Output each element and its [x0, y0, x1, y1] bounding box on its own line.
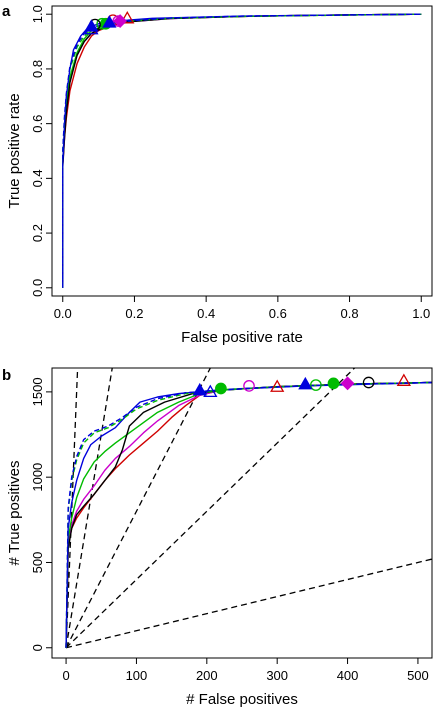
panel-b-x-tick-label: 0 [62, 668, 69, 683]
panel-a-marker-diamond-4 [113, 14, 128, 28]
panel-b-x-tick-label: 200 [196, 668, 218, 683]
panel-b-y-axis-title: # True positives [6, 460, 23, 565]
panel-a-x-tick-label: 0.2 [125, 306, 143, 321]
panel-a-x-tick-label: 0.0 [54, 306, 72, 321]
panel-a-marker-triangle-9 [102, 15, 117, 28]
panel-b-series-line-5 [65, 381, 432, 648]
panel-a-x-tick-label: 0.8 [341, 306, 359, 321]
reference-line-slope-100 [65, 368, 79, 648]
panel-a-x-tick-label: 1.0 [412, 306, 430, 321]
panel-a-plot-frame [51, 5, 433, 297]
panel-b-marker-triangle-7 [270, 379, 285, 392]
panel-b-marker-triangle-6 [298, 376, 313, 390]
panel-b-y-tick-label: 500 [30, 552, 45, 574]
panel-a: a 0.0 0.2 0.4 0.6 0.8 1.0 0.00.20.40.60.81.0 … [2, 3, 433, 346]
panel-a-series-line-1 [62, 13, 422, 288]
panel-b-marker-circle-8 [243, 380, 255, 392]
panel-b-marker-diamond-3 [340, 376, 355, 391]
panel-b-series-line-6 [65, 381, 432, 648]
panel-b-marker-circle-5 [310, 379, 322, 391]
panel-a-x-tick-label: 0.6 [269, 306, 287, 321]
panel-a-y-tick-label: 0.8 [30, 60, 45, 78]
panel-b-marker-circle-9 [215, 382, 227, 395]
panel-b-marker-circle-4 [327, 377, 340, 390]
panel-a-y-tick-label: 0.4 [30, 169, 45, 187]
panel-a-x-axis-title: False positive rate [181, 329, 303, 346]
panel-b-marker-triangle-1 [396, 373, 411, 386]
reference-line-slope-4 [65, 368, 356, 649]
panel-a-series-line-3 [62, 13, 422, 288]
panel-a-label: a [2, 3, 11, 20]
panel-b-marker-triangle-11 [192, 382, 207, 396]
panel-b-plot-frame [51, 367, 433, 659]
panel-a-series-line-4 [62, 13, 422, 288]
reference-line-slope-1 [65, 558, 432, 649]
panel-b-marker-triangle-10 [203, 384, 218, 398]
panel-a-y-axis-title: True positive rate [6, 93, 23, 208]
panel-a-marker-triangle-1 [120, 11, 135, 24]
panel-b-x-tick-label: 400 [337, 668, 359, 683]
panel-b-marker-circle-2 [362, 376, 375, 389]
reference-line-slope-25 [65, 368, 113, 648]
panel-b-x-tick-label: 100 [126, 668, 148, 683]
panel-a-y-tick-label: 1.0 [30, 5, 45, 23]
panel-a-series-line-5 [62, 13, 422, 288]
panel-b-y-tick-label: 1000 [30, 463, 45, 492]
panel-b-series-line-7 [65, 381, 432, 648]
panel-a-y-tick-label: 0.0 [30, 279, 45, 297]
panel-b-x-tick-label: 500 [407, 668, 429, 683]
panel-a-x-tick-label: 0.4 [197, 306, 215, 321]
panel-b-y-tick-label: 0 [30, 644, 45, 651]
panel-a-marker-triangle-10 [84, 19, 99, 32]
panel-a-series-line-7 [62, 13, 422, 288]
panel-a-y-tick-label: 0.6 [30, 115, 45, 133]
panel-b-label: b [2, 367, 11, 384]
panel-a-y-tick-label: 0.2 [30, 224, 45, 242]
panel-b-y-tick-label: 1500 [30, 377, 45, 406]
panel-b-x-axis-title: # False positives [186, 691, 298, 708]
panel-a-series-line-2 [62, 13, 422, 288]
panel-a-series-line-6 [62, 13, 422, 288]
reference-line-slope-8 [65, 368, 212, 649]
panel-b-x-tick-label: 300 [266, 668, 288, 683]
